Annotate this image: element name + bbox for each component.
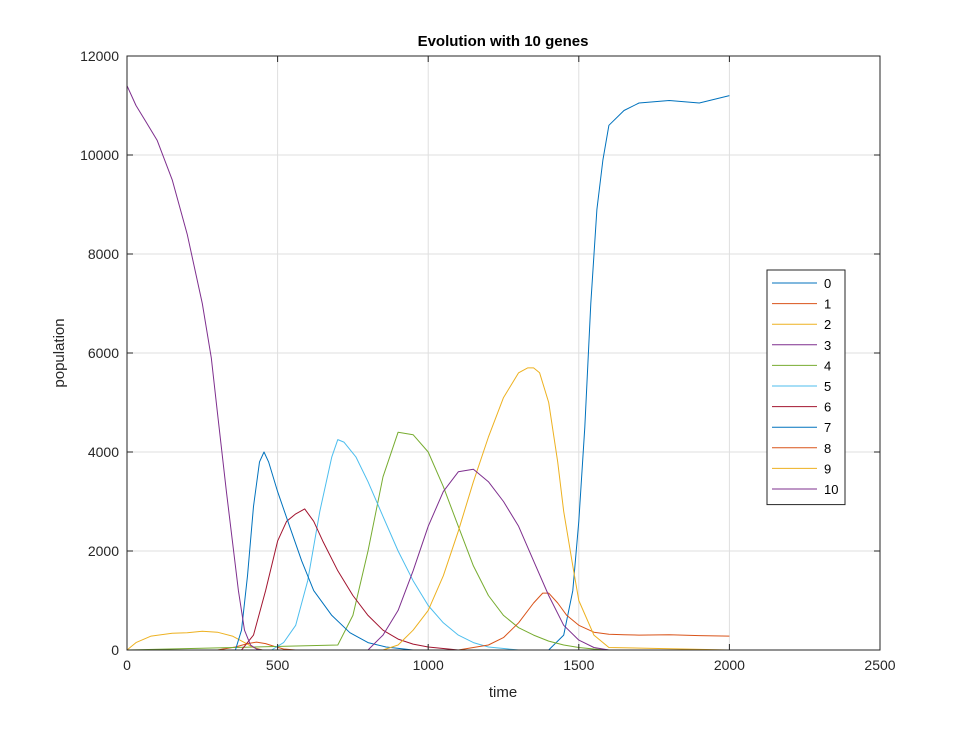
y-tick-label: 6000 (88, 345, 119, 361)
series-line-0 (127, 95, 730, 651)
x-tick-label: 500 (266, 657, 290, 673)
legend-label: 1 (824, 297, 831, 312)
y-tick-label: 12000 (80, 48, 119, 64)
series-line-8 (127, 592, 730, 651)
legend-label: 3 (824, 338, 831, 353)
series-line-6 (127, 508, 730, 651)
legend-label: 4 (824, 358, 831, 373)
legend-label: 9 (824, 461, 831, 476)
series-line-9 (127, 367, 730, 651)
ticks: 0 500 1000 1500 2000 250002000400060008000100… (80, 48, 896, 673)
grid (127, 56, 880, 650)
legend-label: 2 (824, 317, 831, 332)
y-tick-label: 8000 (88, 246, 119, 262)
legend-label: 8 (824, 441, 831, 456)
x-tick-label: 1500 (563, 657, 594, 673)
y-tick-label: 0 (111, 642, 119, 658)
x-tick-label: 2500 (864, 657, 895, 673)
series-line-10 (126, 85, 730, 651)
series-line-7 (127, 451, 730, 651)
x-axis-label: time (489, 684, 517, 701)
y-axis-label: population (51, 318, 68, 387)
legend: 0 1 2 3 4 5 6 7 8 9 10 (766, 269, 846, 506)
series-line-5 (127, 439, 730, 651)
legend-label: 7 (824, 420, 831, 435)
x-tick-label: 0 (123, 657, 131, 673)
x-tick-label: 1000 (413, 657, 444, 673)
chart-title: Evolution with 10 genes (418, 33, 589, 50)
series-line-4 (126, 431, 730, 651)
legend-label: 6 (824, 400, 831, 415)
legend-label: 5 (824, 379, 831, 394)
x-tick-label: 2000 (714, 657, 745, 673)
legend-label: 0 (824, 276, 831, 291)
legend-box (766, 269, 846, 506)
legend-label: 10 (824, 482, 838, 497)
y-tick-label: 10000 (80, 147, 119, 163)
y-tick-label: 2000 (88, 543, 119, 559)
y-tick-label: 4000 (88, 444, 119, 460)
